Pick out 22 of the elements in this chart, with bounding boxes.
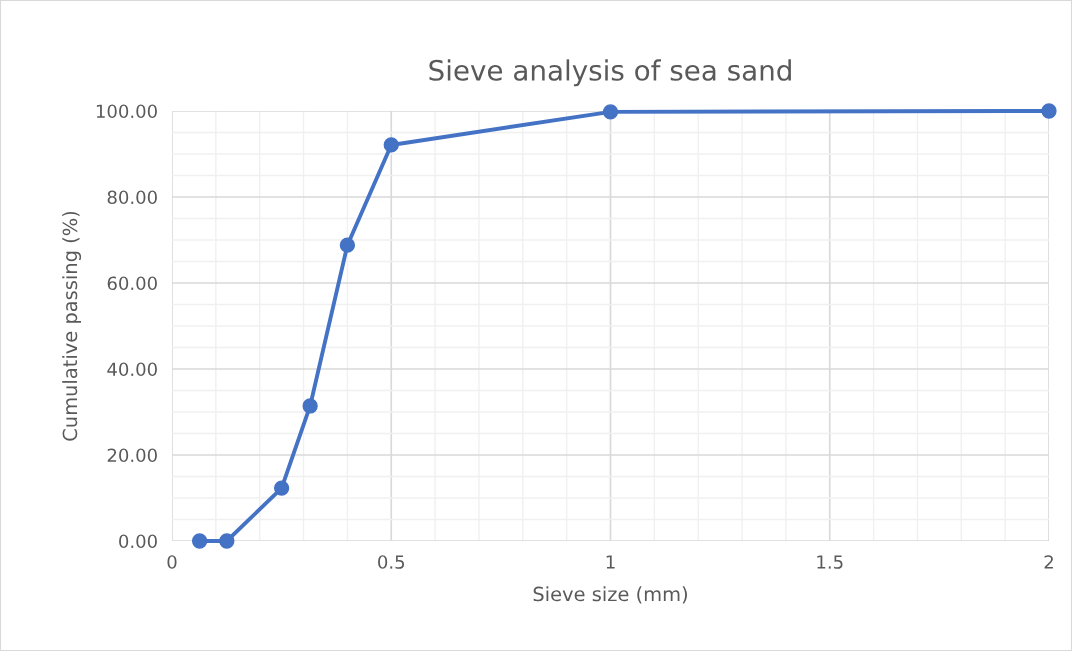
- y-tick-label: 20.00: [107, 448, 157, 463]
- chart-title: Sieve analysis of sea sand: [429, 59, 791, 87]
- y-tick-label: 0.00: [119, 534, 157, 549]
- x-tick-label: 0.5: [378, 555, 405, 569]
- y-tick-label: 60.00: [107, 276, 157, 291]
- point: [602, 104, 619, 120]
- point: [219, 533, 235, 549]
- point: [191, 533, 208, 549]
- x-tick-label: 1: [606, 555, 615, 569]
- x-tick-label: 0: [167, 555, 177, 569]
- point: [302, 398, 318, 414]
- x-axis-title: Sieve size (mm): [533, 586, 687, 604]
- point: [273, 480, 290, 496]
- point: [1041, 103, 1057, 119]
- y-axis-title: Cumulative passing (%): [62, 211, 82, 441]
- point: [383, 137, 399, 153]
- x-tick-label: 1.5: [817, 555, 843, 569]
- y-tick-label: 100.00: [96, 104, 157, 119]
- point: [339, 237, 356, 253]
- y-tick-label: 80.00: [107, 190, 157, 205]
- y-tick-label: 40.00: [107, 362, 157, 377]
- x-tick-label: 2: [1044, 555, 1053, 569]
